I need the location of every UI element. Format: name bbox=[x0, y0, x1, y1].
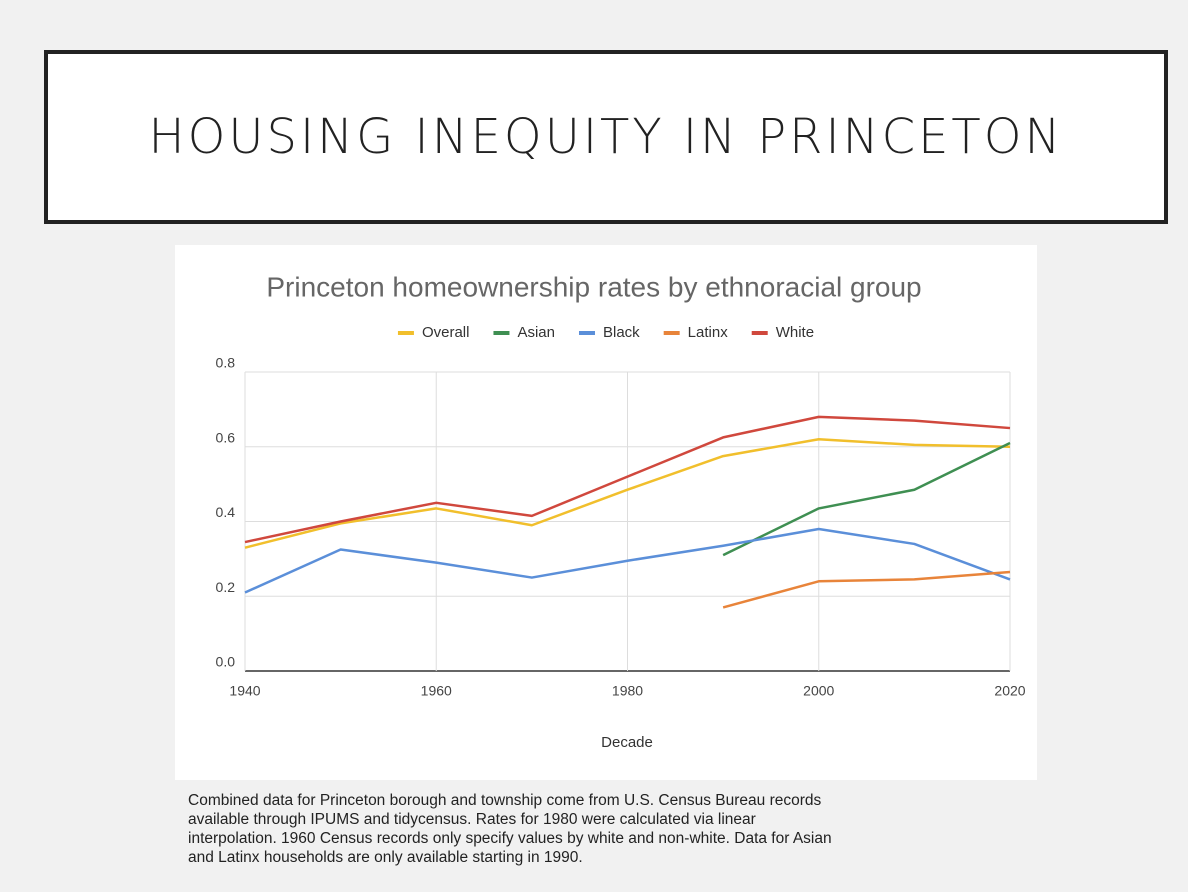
chart-title: Princeton homeownership rates by ethnora… bbox=[266, 271, 921, 302]
y-tick-label: 0.2 bbox=[216, 579, 236, 595]
series-line bbox=[722, 570, 1011, 609]
y-tick-label: 0.6 bbox=[216, 429, 236, 445]
legend-label: Latinx bbox=[688, 324, 729, 341]
caption-line: interpolation. 1960 Census records only … bbox=[188, 830, 832, 847]
caption-line: and Latinx households are only available… bbox=[188, 849, 583, 866]
series-line bbox=[722, 441, 1011, 557]
series-line bbox=[244, 415, 1011, 544]
series-line bbox=[244, 527, 1011, 594]
caption: Combined data for Princeton borough and … bbox=[188, 791, 832, 867]
x-axis-label: Decade bbox=[601, 734, 653, 751]
x-tick-label: 1960 bbox=[421, 683, 452, 699]
y-tick-label: 0.4 bbox=[216, 504, 236, 520]
y-tick-label: 0.8 bbox=[216, 355, 236, 371]
caption-line: available through IPUMS and tidycensus. … bbox=[188, 811, 756, 828]
x-tick-label: 2000 bbox=[803, 683, 834, 699]
series-line bbox=[244, 438, 1011, 549]
slide-title: HOUSING INEQUITY IN PRINCETON bbox=[148, 109, 1064, 165]
legend-label: Black bbox=[603, 324, 640, 341]
title-box: HOUSING INEQUITY IN PRINCETON bbox=[44, 50, 1168, 224]
y-tick-label: 0.0 bbox=[216, 654, 236, 670]
legend-label: Asian bbox=[517, 324, 555, 341]
x-tick-label: 2020 bbox=[994, 683, 1025, 699]
caption-line: Combined data for Princeton borough and … bbox=[188, 792, 822, 809]
legend-label: White bbox=[776, 324, 814, 341]
x-tick-label: 1940 bbox=[229, 683, 260, 699]
chart: Princeton homeownership rates by ethnora… bbox=[175, 245, 1037, 780]
legend-label: Overall bbox=[422, 324, 470, 341]
x-tick-label: 1980 bbox=[612, 683, 643, 699]
